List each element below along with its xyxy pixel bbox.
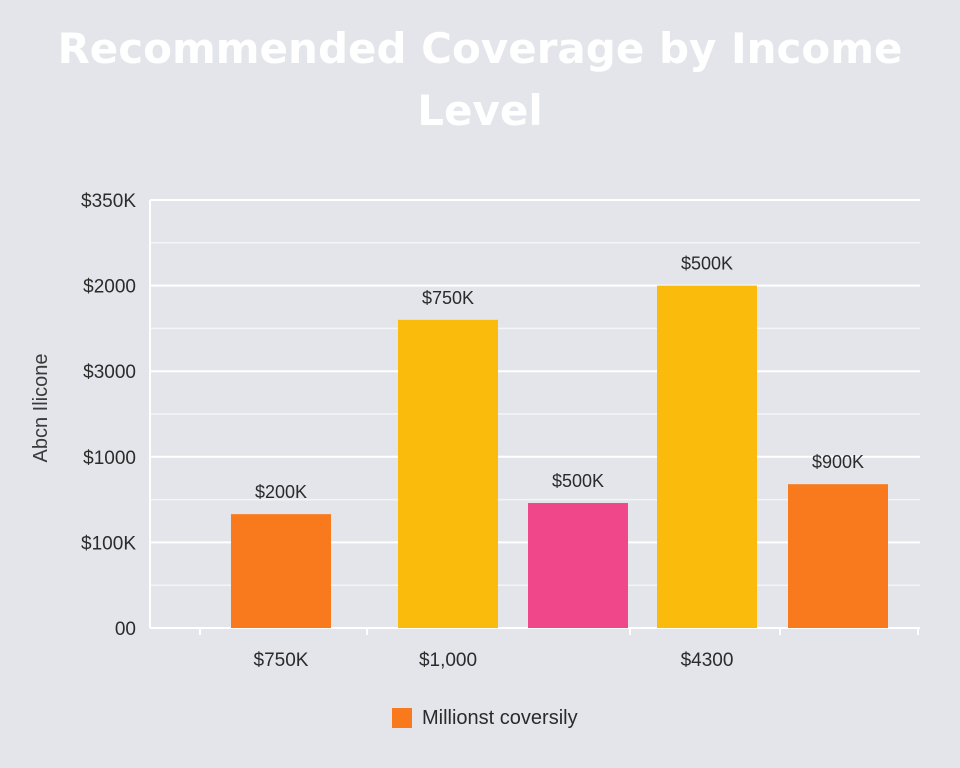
bar xyxy=(657,285,757,628)
x-tick-label: $750K xyxy=(254,650,309,671)
chart-title: Recommended Coverage by Income Level xyxy=(57,24,903,135)
data-label: $900K xyxy=(812,452,864,472)
x-axis-ticks: $750K $1,000 $4300 xyxy=(254,650,734,671)
x-tick-label: $4300 xyxy=(681,650,734,671)
bar xyxy=(528,503,628,628)
bar xyxy=(398,319,498,628)
data-labels: $200K $750K $500K $500K $900K xyxy=(255,254,864,503)
bar xyxy=(231,514,331,628)
bars xyxy=(231,285,888,628)
data-label: $200K xyxy=(255,482,307,502)
bar xyxy=(788,484,888,628)
y-tick-label: $1000 xyxy=(83,448,136,469)
x-tick-label: $1,000 xyxy=(419,650,477,671)
y-tick-label: $3000 xyxy=(83,362,136,383)
legend-swatch xyxy=(392,708,412,728)
legend-label: Millionst coversily xyxy=(422,706,578,729)
y-axis-label: Abcn Ilicone xyxy=(30,354,52,463)
y-axis-ticks: 00 $100K $1000 $3000 $2000 $350K xyxy=(81,191,136,640)
y-tick-label: $350K xyxy=(81,191,136,212)
data-label: $500K xyxy=(681,254,733,274)
y-tick-label: $100K xyxy=(81,533,136,554)
y-tick-label: $2000 xyxy=(83,277,136,298)
legend: Millionst coversily xyxy=(392,706,578,730)
y-tick-label: 00 xyxy=(115,619,136,640)
data-label: $500K xyxy=(552,471,604,491)
data-label: $750K xyxy=(422,288,474,308)
